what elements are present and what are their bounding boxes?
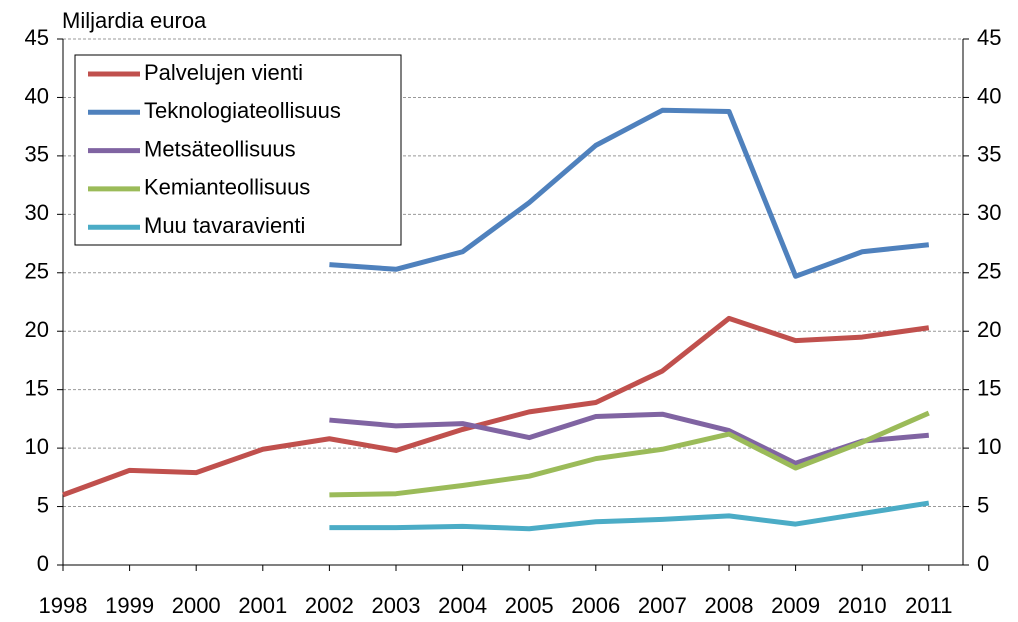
x-tick-label: 2004 bbox=[438, 593, 487, 617]
x-tick-label: 2006 bbox=[571, 593, 620, 617]
legend-label: Teknologiateollisuus bbox=[144, 98, 341, 123]
x-tick-label: 2007 bbox=[638, 593, 687, 617]
line-series bbox=[329, 107, 930, 279]
legend-label: Muu tavaravienti bbox=[144, 213, 305, 238]
x-tick-label: 2010 bbox=[838, 593, 887, 617]
y-tick-label: 45 bbox=[25, 25, 49, 50]
y2-tick-label: 40 bbox=[977, 83, 1001, 108]
x-tick-label: 2003 bbox=[372, 593, 421, 617]
x-tick-label: 2011 bbox=[905, 593, 952, 617]
y2-tick-label: 30 bbox=[977, 200, 1001, 225]
x-tick-label: 1999 bbox=[105, 593, 154, 617]
line-series bbox=[329, 500, 930, 532]
y2-tick-label: 25 bbox=[977, 259, 1001, 284]
y-tick-label: 0 bbox=[37, 551, 49, 576]
y-tick-label: 25 bbox=[25, 259, 49, 284]
x-tick-label: 2002 bbox=[305, 593, 354, 617]
y-tick-label: 30 bbox=[25, 200, 49, 225]
legend-label: Kemianteollisuus bbox=[144, 175, 310, 200]
y-axis-label: Miljardia euroa bbox=[62, 8, 207, 33]
line-series bbox=[62, 315, 930, 498]
x-tick-label: 2000 bbox=[172, 593, 221, 617]
y-tick-label: 15 bbox=[25, 375, 49, 400]
y-tick-label: 5 bbox=[37, 492, 49, 517]
line-series bbox=[329, 410, 930, 498]
line-series bbox=[329, 411, 930, 466]
y-tick-label: 35 bbox=[25, 142, 49, 167]
y2-tick-label: 35 bbox=[977, 142, 1001, 167]
legend-label: Palvelujen vienti bbox=[144, 60, 303, 85]
y-tick-label: 40 bbox=[25, 83, 49, 108]
x-tick-label: 2008 bbox=[705, 593, 754, 617]
y2-tick-label: 20 bbox=[977, 317, 1001, 342]
x-tick-label: 1998 bbox=[39, 593, 88, 617]
x-tick-label: 2001 bbox=[238, 593, 287, 617]
y2-tick-label: 0 bbox=[977, 551, 989, 576]
y-tick-label: 20 bbox=[25, 317, 49, 342]
x-tick-label: 2009 bbox=[771, 593, 820, 617]
y-tick-label: 10 bbox=[25, 434, 49, 459]
y2-tick-label: 45 bbox=[977, 25, 1001, 50]
x-tick-label: 2005 bbox=[505, 593, 554, 617]
y2-tick-label: 10 bbox=[977, 434, 1001, 459]
y2-tick-label: 5 bbox=[977, 492, 989, 517]
legend-label: Metsäteollisuus bbox=[144, 136, 296, 161]
y2-tick-label: 15 bbox=[977, 375, 1001, 400]
